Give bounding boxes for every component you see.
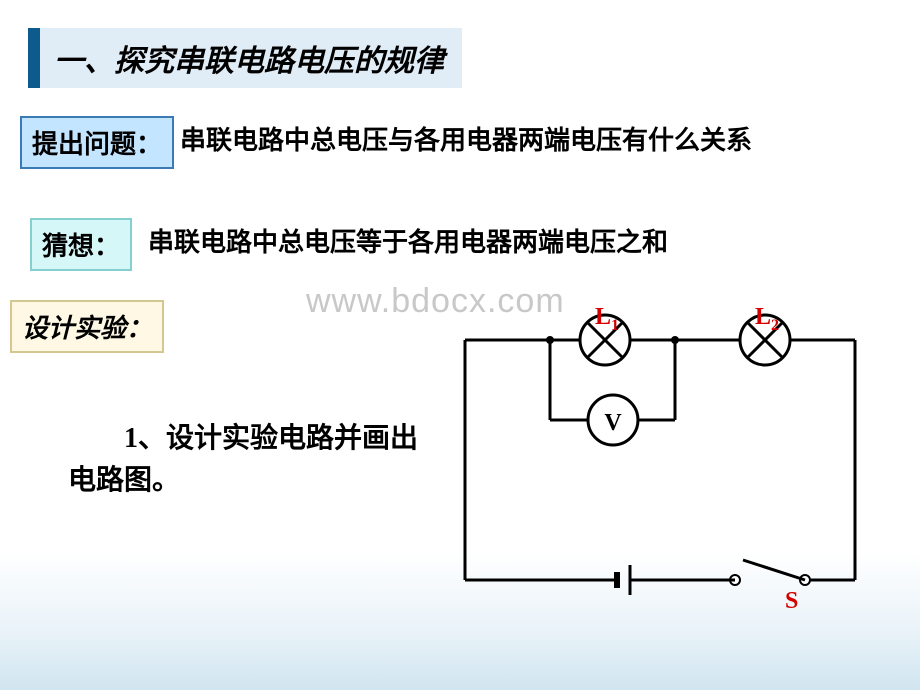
switch-s-label: S [785,588,798,615]
bulb-l2-label: L2 [755,304,779,335]
guess-label: 猜想： [30,218,132,271]
main-heading: 一、探究串联电路电压的规律 [28,28,462,88]
question-text: 串联电路中总电压与各用电器两端电压有什么关系 [180,120,752,157]
svg-text:V: V [604,410,622,436]
circuit-diagram: V L1 L2 S [445,310,885,620]
design-body-text: 1、设计实验电路并画出电路图。 [68,418,418,502]
guess-text: 串联电路中总电压等于各用电器两端电压之和 [148,222,668,259]
bulb-l1-label: L1 [595,304,619,335]
design-label: 设计实验： [10,300,164,353]
question-label: 提出问题： [20,116,174,169]
